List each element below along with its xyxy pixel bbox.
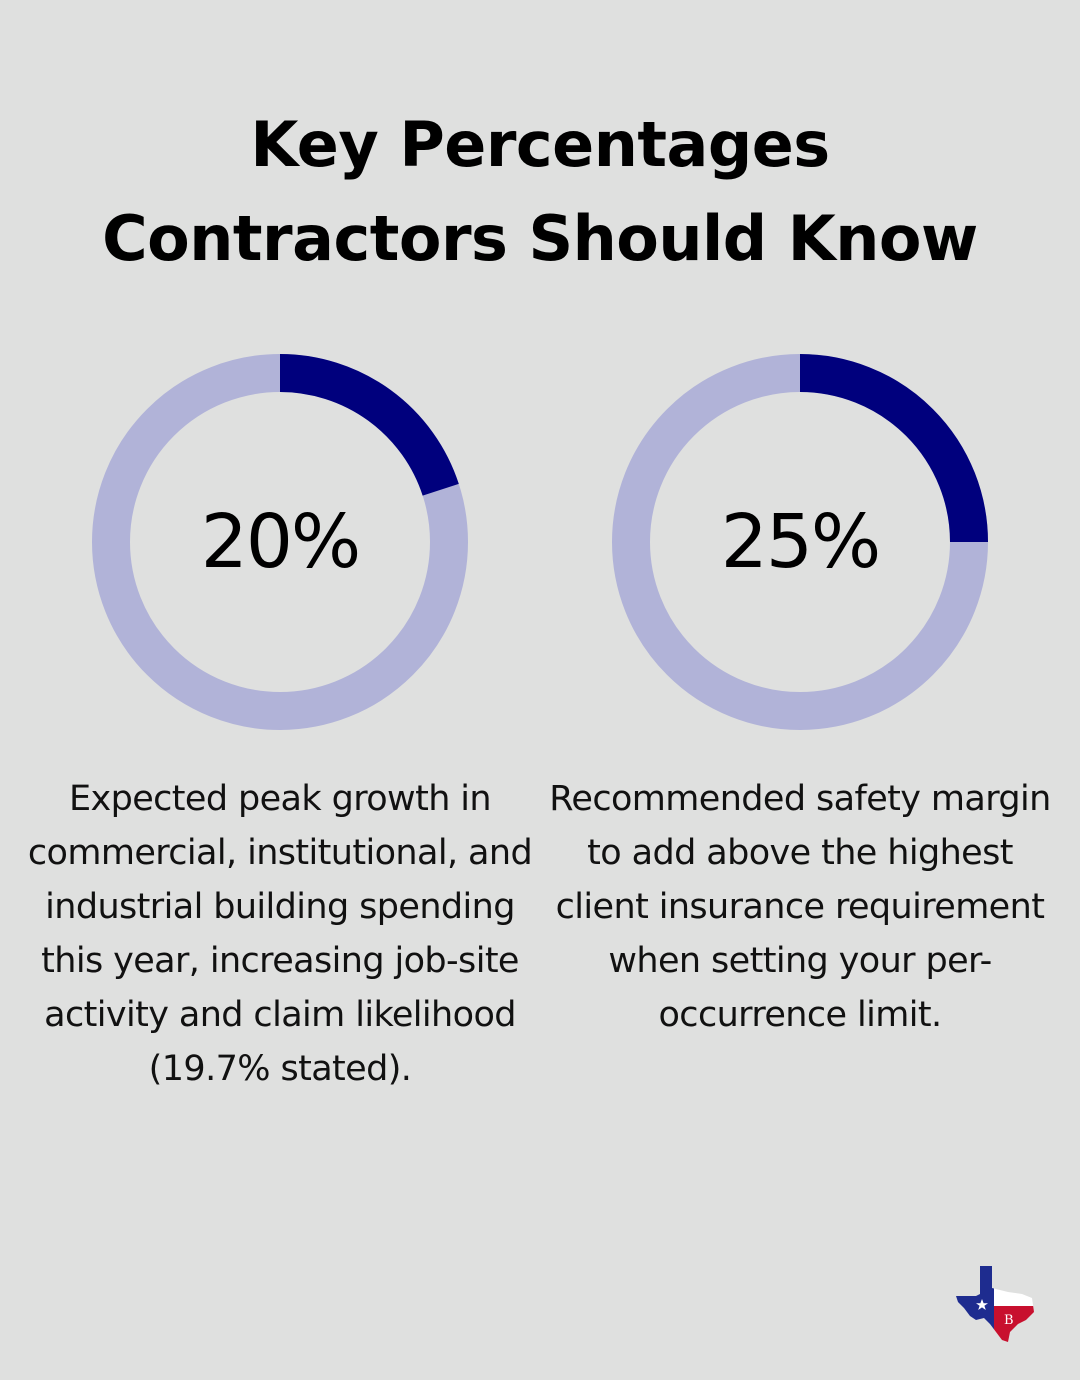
- stat-description-1: Expected peak growth in commercial, inst…: [27, 779, 533, 1089]
- percentage-label-1: 20%: [200, 499, 361, 585]
- donut-value-arc-2: [799, 354, 988, 543]
- title-line-2: Contractors Should Know: [102, 202, 978, 275]
- stat-description-2: Recommended safety margin to add above t…: [549, 779, 1051, 1035]
- title-line-1: Key Percentages: [250, 108, 830, 181]
- texas-state-logo-icon: B: [952, 1262, 1036, 1346]
- donut-value-arc-1: [279, 354, 459, 497]
- logo-white-field: [994, 1266, 1034, 1306]
- donut-svg-1: [92, 354, 468, 730]
- page-title: Key Percentages Contractors Should Know: [0, 98, 1080, 286]
- logo-monogram: B: [1004, 1313, 1014, 1328]
- logo-star: [976, 1299, 988, 1310]
- donut-chart-2: 25%: [612, 354, 988, 730]
- logo-red-field: [994, 1306, 1034, 1342]
- percentage-label-2: 25%: [720, 499, 881, 585]
- donut-chart-1: 20%: [92, 354, 468, 730]
- donut-svg-2: [612, 354, 988, 730]
- logo-blue-field: [956, 1266, 994, 1342]
